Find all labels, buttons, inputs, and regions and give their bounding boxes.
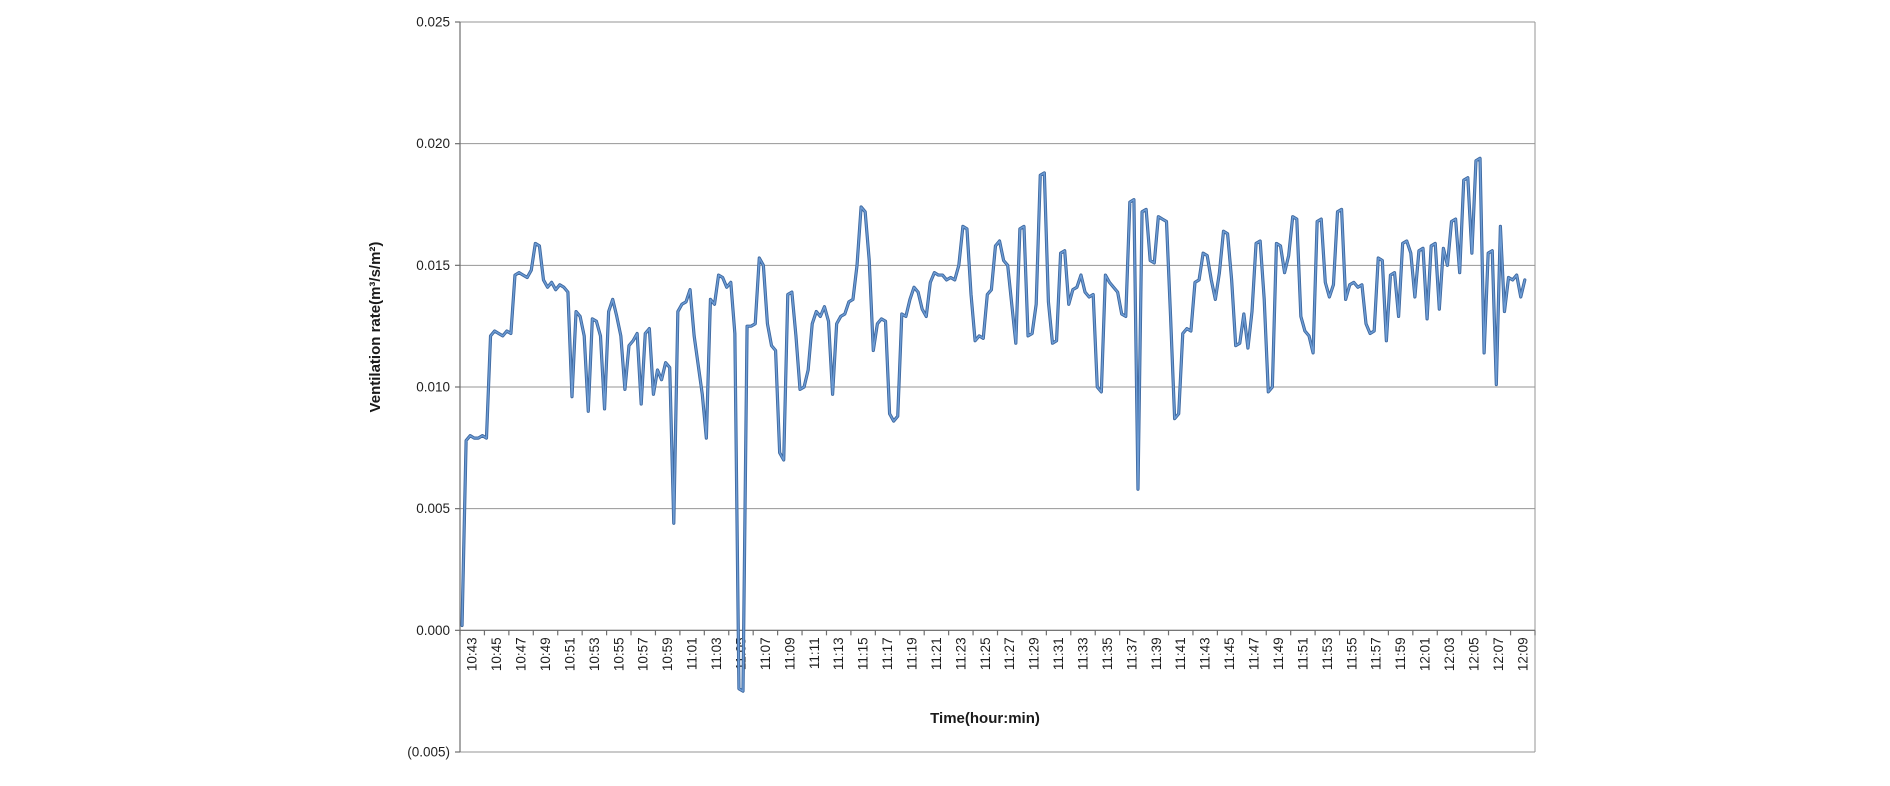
x-tick-label: 11:39: [1149, 637, 1164, 670]
x-tick-label: 10:45: [489, 637, 504, 671]
x-tick-label: 11:19: [904, 637, 919, 670]
x-tick-label: 11:41: [1173, 637, 1188, 670]
x-tick-label: 11:27: [1002, 637, 1017, 670]
y-tick-label: 0.005: [416, 501, 450, 516]
x-tick-label: 10:57: [636, 637, 651, 671]
x-tick-label: 11:29: [1027, 637, 1042, 670]
x-tick-label: 10:55: [611, 637, 626, 671]
x-tick-label: 12:07: [1491, 637, 1506, 671]
x-tick-label: 11:13: [831, 637, 846, 670]
series-line-highlight: [461, 157, 1526, 692]
x-tick-label: 11:23: [953, 637, 968, 670]
x-tick-label: 11:57: [1369, 637, 1384, 670]
x-tick-label: 11:43: [1198, 637, 1213, 670]
x-tick-label: 11:15: [856, 637, 871, 670]
x-tick-label: 11:45: [1222, 637, 1237, 670]
x-tick-label: 11:25: [978, 637, 993, 670]
y-tick-label: 0.015: [416, 258, 450, 273]
x-tick-label: 11:35: [1100, 637, 1115, 670]
data-series: [460, 156, 1527, 693]
series-line: [460, 156, 1527, 693]
axes: [455, 21, 1536, 753]
y-axis-labels: 0.025 0.020 0.015 0.010 0.005 0.000 (0.005): [407, 15, 450, 760]
x-tick-label: 11:21: [929, 637, 944, 670]
x-tick-label: 11:33: [1076, 637, 1091, 670]
x-tick-label: 10:51: [562, 637, 577, 671]
x-tick-label: 11:07: [758, 637, 773, 670]
y-tick-label: 0.020: [416, 136, 450, 151]
x-tick-label: 11:09: [782, 637, 797, 670]
y-tick-label: 0.000: [416, 623, 450, 638]
y-axis-title: Ventilation rate(m³/s/m²): [367, 242, 384, 413]
x-tick-label: 11:05: [733, 637, 748, 670]
x-tick-label: 10:43: [465, 637, 480, 671]
x-tick-label: 11:51: [1295, 637, 1310, 670]
x-axis-title: Time(hour:min): [930, 710, 1040, 727]
x-tick-label: 10:49: [538, 637, 553, 671]
x-tick-label: 11:17: [880, 637, 895, 670]
x-tick-label: 10:53: [587, 637, 602, 671]
y-tick-label: 0.025: [416, 15, 450, 30]
x-tick-label: 10:59: [660, 637, 675, 671]
x-tick-label: 12:09: [1515, 637, 1530, 671]
x-tick-label: 11:31: [1051, 637, 1066, 670]
x-tick-label: 11:53: [1320, 637, 1335, 670]
y-tick-label: (0.005): [407, 745, 450, 760]
x-tick-label: 11:01: [685, 637, 700, 670]
x-tick-label: 11:37: [1124, 637, 1139, 670]
x-tick-label: 12:05: [1466, 637, 1481, 671]
x-tick-label: 10:47: [514, 637, 529, 671]
y-tick-label: 0.010: [416, 380, 450, 395]
x-tick-label: 12:01: [1418, 637, 1433, 671]
x-axis-labels: 10:43 10:45 10:47 10:49 10:51 10:53 10:55 10:57…: [465, 637, 1531, 671]
x-tick-label: 11:03: [709, 637, 724, 670]
x-tick-label: 11:11: [807, 637, 822, 669]
x-tick-label: 11:59: [1393, 637, 1408, 670]
x-tick-label: 12:03: [1442, 637, 1457, 671]
x-tick-label: 11:55: [1344, 637, 1359, 670]
x-tick-label: 11:49: [1271, 637, 1286, 670]
x-tick-label: 11:47: [1247, 637, 1262, 670]
